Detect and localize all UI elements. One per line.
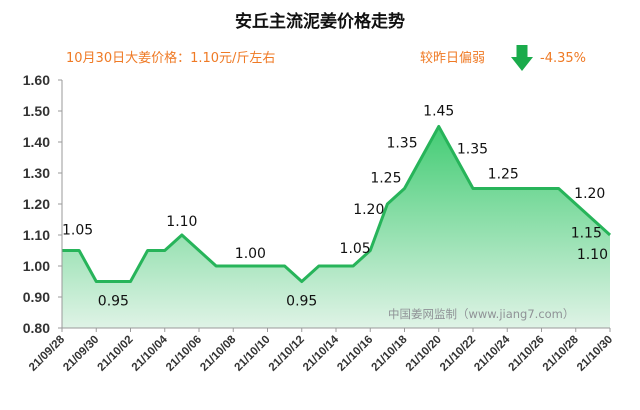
change-percent: -4.35% bbox=[540, 51, 586, 66]
y-tick-label: 1.30 bbox=[23, 165, 50, 181]
y-tick-label: 1.50 bbox=[23, 103, 50, 119]
data-label: 1.10 bbox=[577, 247, 608, 263]
x-tick-label: 21/10/28 bbox=[541, 333, 582, 374]
data-label: 1.05 bbox=[340, 241, 371, 257]
watermark: 中国姜网监制（www.jiang7.com） bbox=[388, 307, 574, 321]
y-tick-label: 0.80 bbox=[23, 320, 50, 336]
data-label: 1.20 bbox=[574, 186, 605, 202]
y-tick-label: 1.40 bbox=[23, 134, 50, 150]
data-label: 1.15 bbox=[571, 226, 602, 242]
x-tick-label: 21/09/30 bbox=[61, 334, 101, 374]
x-tick-label: 21/10/24 bbox=[472, 333, 513, 374]
x-tick-label: 21/10/12 bbox=[267, 334, 307, 374]
data-label: 0.95 bbox=[286, 294, 317, 310]
x-tick-label: 21/10/08 bbox=[198, 333, 239, 374]
price-line bbox=[62, 125, 612, 283]
x-tick-label: 21/10/20 bbox=[404, 334, 444, 374]
area-layer bbox=[62, 125, 612, 328]
x-tick-label: 21/10/06 bbox=[164, 334, 204, 374]
y-tick-label: 1.00 bbox=[23, 258, 50, 274]
trend-label: 较昨日偏弱 bbox=[420, 51, 485, 66]
x-tick-label: 21/10/26 bbox=[506, 334, 546, 374]
x-tick-label: 21/10/02 bbox=[95, 334, 135, 374]
data-label: 1.35 bbox=[386, 136, 417, 152]
x-tick-labels: 21/09/2821/09/3021/10/0221/10/0421/10/06… bbox=[27, 328, 615, 374]
x-tick-label: 21/10/04 bbox=[130, 333, 171, 374]
x-tick-label: 21/10/14 bbox=[301, 333, 342, 374]
x-tick-label: 21/09/28 bbox=[27, 333, 68, 374]
y-tick-label: 1.60 bbox=[23, 72, 50, 88]
x-tick-label: 21/10/30 bbox=[575, 334, 615, 374]
data-label: 1.45 bbox=[423, 104, 454, 120]
price-area-fill bbox=[62, 126, 610, 328]
chart-title: 安丘主流泥姜价格走势 bbox=[235, 11, 405, 32]
price-summary: 10月30日大姜价格：1.10元/斤左右 bbox=[66, 50, 275, 66]
x-tick-label: 21/10/18 bbox=[369, 333, 410, 374]
data-labels: 1.050.951.101.000.951.051.201.251.351.45… bbox=[62, 104, 608, 310]
data-label: 1.20 bbox=[353, 202, 384, 218]
x-tick-label: 21/10/22 bbox=[438, 334, 478, 374]
data-label: 0.95 bbox=[98, 294, 129, 310]
data-label: 1.35 bbox=[457, 142, 488, 158]
x-tick-label: 21/10/10 bbox=[232, 334, 272, 374]
data-label: 1.25 bbox=[370, 171, 401, 187]
down-arrow-icon bbox=[511, 45, 533, 71]
data-label: 1.00 bbox=[235, 246, 266, 262]
y-tick-label: 0.90 bbox=[23, 289, 50, 305]
data-label: 1.10 bbox=[166, 214, 197, 230]
y-tick-labels: 0.80 0.90 1.00 1.10 1.20 1.30 1.40 1.50 1.60 bbox=[23, 72, 62, 336]
y-tick-label: 1.10 bbox=[23, 227, 50, 243]
y-tick-label: 1.20 bbox=[23, 196, 50, 212]
data-label: 1.25 bbox=[488, 167, 519, 183]
data-label: 1.05 bbox=[62, 223, 93, 239]
x-tick-label: 21/10/16 bbox=[335, 334, 375, 374]
